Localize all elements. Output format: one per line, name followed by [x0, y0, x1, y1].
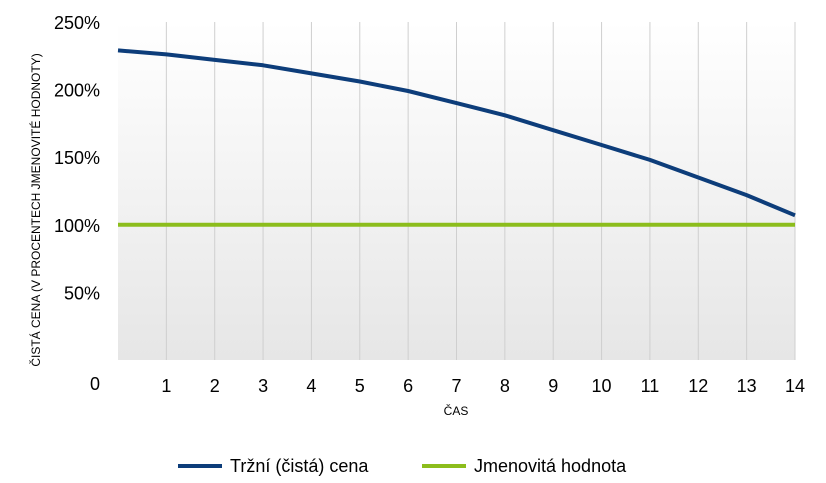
y-tick-label: 50%	[64, 283, 100, 303]
x-tick-label: 7	[451, 376, 461, 396]
x-tick-label: 14	[785, 376, 805, 396]
x-tick-label: 3	[258, 376, 268, 396]
x-tick-label: 6	[403, 376, 413, 396]
x-axis-ticks: 1 2 3 4 5 6 7 8 9 10 11 12 13 14	[161, 376, 805, 396]
x-tick-label: 5	[355, 376, 365, 396]
y-tick-label: 150%	[54, 148, 100, 168]
legend-label-1: Jmenovitá hodnota	[474, 456, 627, 476]
y-tick-label: 200%	[54, 81, 100, 101]
legend-label-0: Tržní (čistá) cena	[230, 456, 369, 476]
y-tick-label: 250%	[54, 13, 100, 33]
series-line-0	[117, 48, 796, 218]
y-tick-label: 0	[90, 374, 100, 394]
y-axis-ticks: 0 50% 100% 150% 200% 250%	[54, 13, 100, 394]
x-tick-label: 9	[548, 376, 558, 396]
x-tick-label: 12	[688, 376, 708, 396]
x-tick-label: 1	[161, 376, 171, 396]
x-tick-label: 8	[500, 376, 510, 396]
x-tick-label: 2	[210, 376, 220, 396]
y-tick-label: 100%	[54, 216, 100, 236]
x-tick-label: 11	[641, 376, 660, 396]
y-axis-title: ČISTÁ CENA (V PROCENTECH JMENOVITÉ HODNO…	[28, 53, 43, 366]
x-tick-label: 10	[592, 376, 612, 396]
x-tick-label: 4	[306, 376, 316, 396]
gridlines	[165, 22, 796, 360]
series-layer	[117, 48, 796, 227]
legend: Tržní (čistá) cena Jmenovitá hodnota	[178, 456, 627, 476]
x-axis-title: ČAS	[444, 403, 469, 418]
x-tick-label: 13	[737, 376, 757, 396]
